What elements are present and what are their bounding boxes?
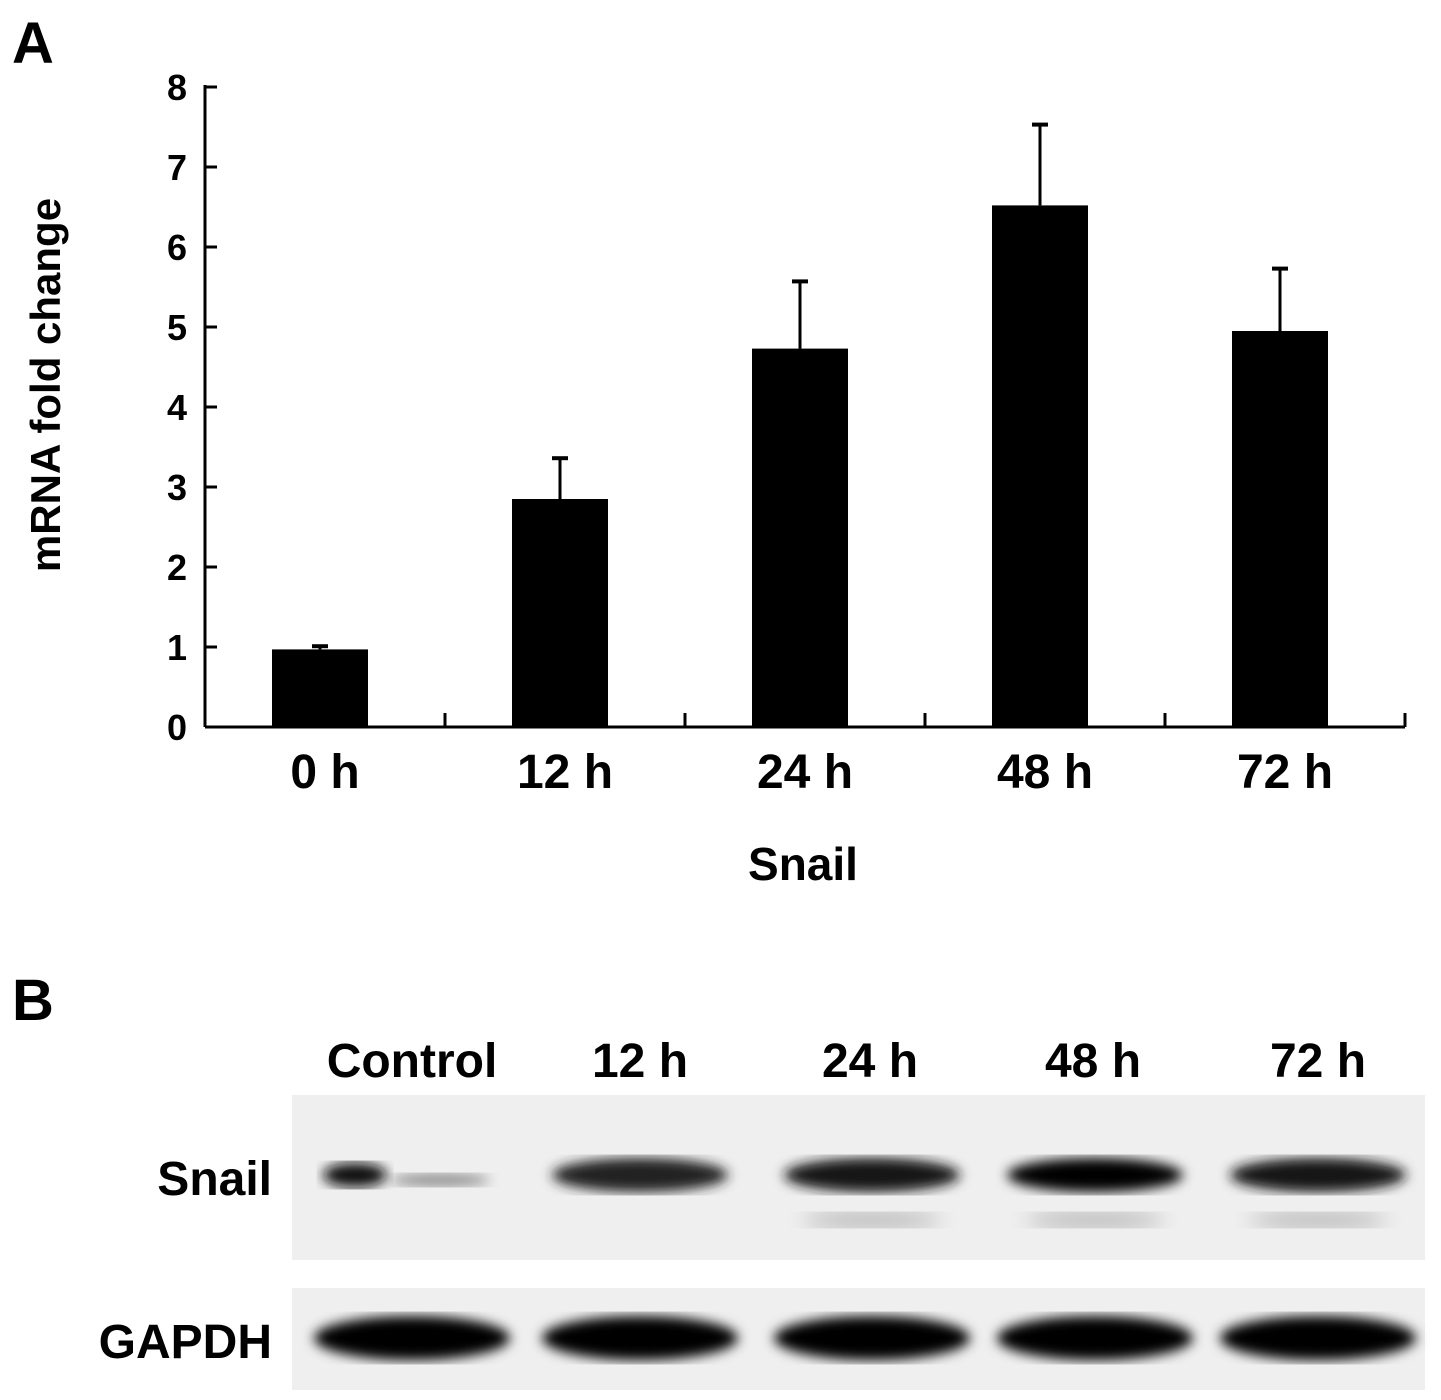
blot-band	[323, 1163, 387, 1187]
y-tick-label: 1	[167, 627, 187, 668]
y-tick-label: 7	[167, 147, 187, 188]
lane-label: 72 h	[1270, 1035, 1366, 1088]
y-tick-label: 8	[167, 67, 187, 108]
blot-row-label: GAPDH	[99, 1316, 272, 1369]
blot-band	[1220, 1316, 1416, 1360]
bar	[272, 649, 368, 727]
blot-band	[1007, 1158, 1183, 1192]
y-tick-label: 0	[167, 707, 187, 748]
blot-band	[774, 1316, 970, 1360]
lane-label: 12 h	[592, 1035, 688, 1088]
blot-band-faint	[1248, 1213, 1388, 1227]
panel-b-label: B	[12, 968, 54, 1033]
bar-chart: mRNA fold change Snail 0 1 2 3 4 5 6 7 8 0 h 12 h…	[22, 67, 1407, 890]
x-axis-label: Snail	[748, 838, 858, 890]
lane-label: 48 h	[1045, 1035, 1141, 1088]
blot-band	[997, 1316, 1193, 1360]
x-tick-label: 72 h	[1237, 746, 1333, 799]
blot-band-faint	[1025, 1213, 1165, 1227]
blot-band	[784, 1158, 960, 1192]
bar	[512, 499, 608, 727]
x-tick-label: 48 h	[997, 746, 1093, 799]
blot-band	[552, 1158, 728, 1192]
western-blot: Control 12 h 24 h 48 h 72 h Snail GAPDH	[99, 1035, 1425, 1390]
blot-row-label: Snail	[157, 1153, 272, 1206]
y-axis-label: mRNA fold change	[22, 198, 69, 572]
y-tick-label: 6	[167, 227, 187, 268]
blot-band	[542, 1316, 738, 1360]
blot-band	[1230, 1158, 1406, 1192]
blot-band	[314, 1316, 510, 1360]
bar	[752, 348, 848, 727]
y-tick-label: 5	[167, 307, 187, 348]
x-tick-label: 0 h	[290, 746, 359, 799]
y-tick-label: 4	[167, 387, 187, 428]
lane-label: Control	[327, 1035, 498, 1088]
x-tick-label: 12 h	[517, 746, 613, 799]
blot-band	[390, 1174, 490, 1186]
lane-label: 24 h	[822, 1035, 918, 1088]
x-tick-label: 24 h	[757, 746, 853, 799]
panel-a-label: A	[12, 11, 54, 76]
blot-band-faint	[802, 1213, 942, 1227]
y-tick-label: 3	[167, 467, 187, 508]
y-tick-label: 2	[167, 547, 187, 588]
bar	[992, 205, 1088, 727]
bar	[1232, 331, 1328, 727]
